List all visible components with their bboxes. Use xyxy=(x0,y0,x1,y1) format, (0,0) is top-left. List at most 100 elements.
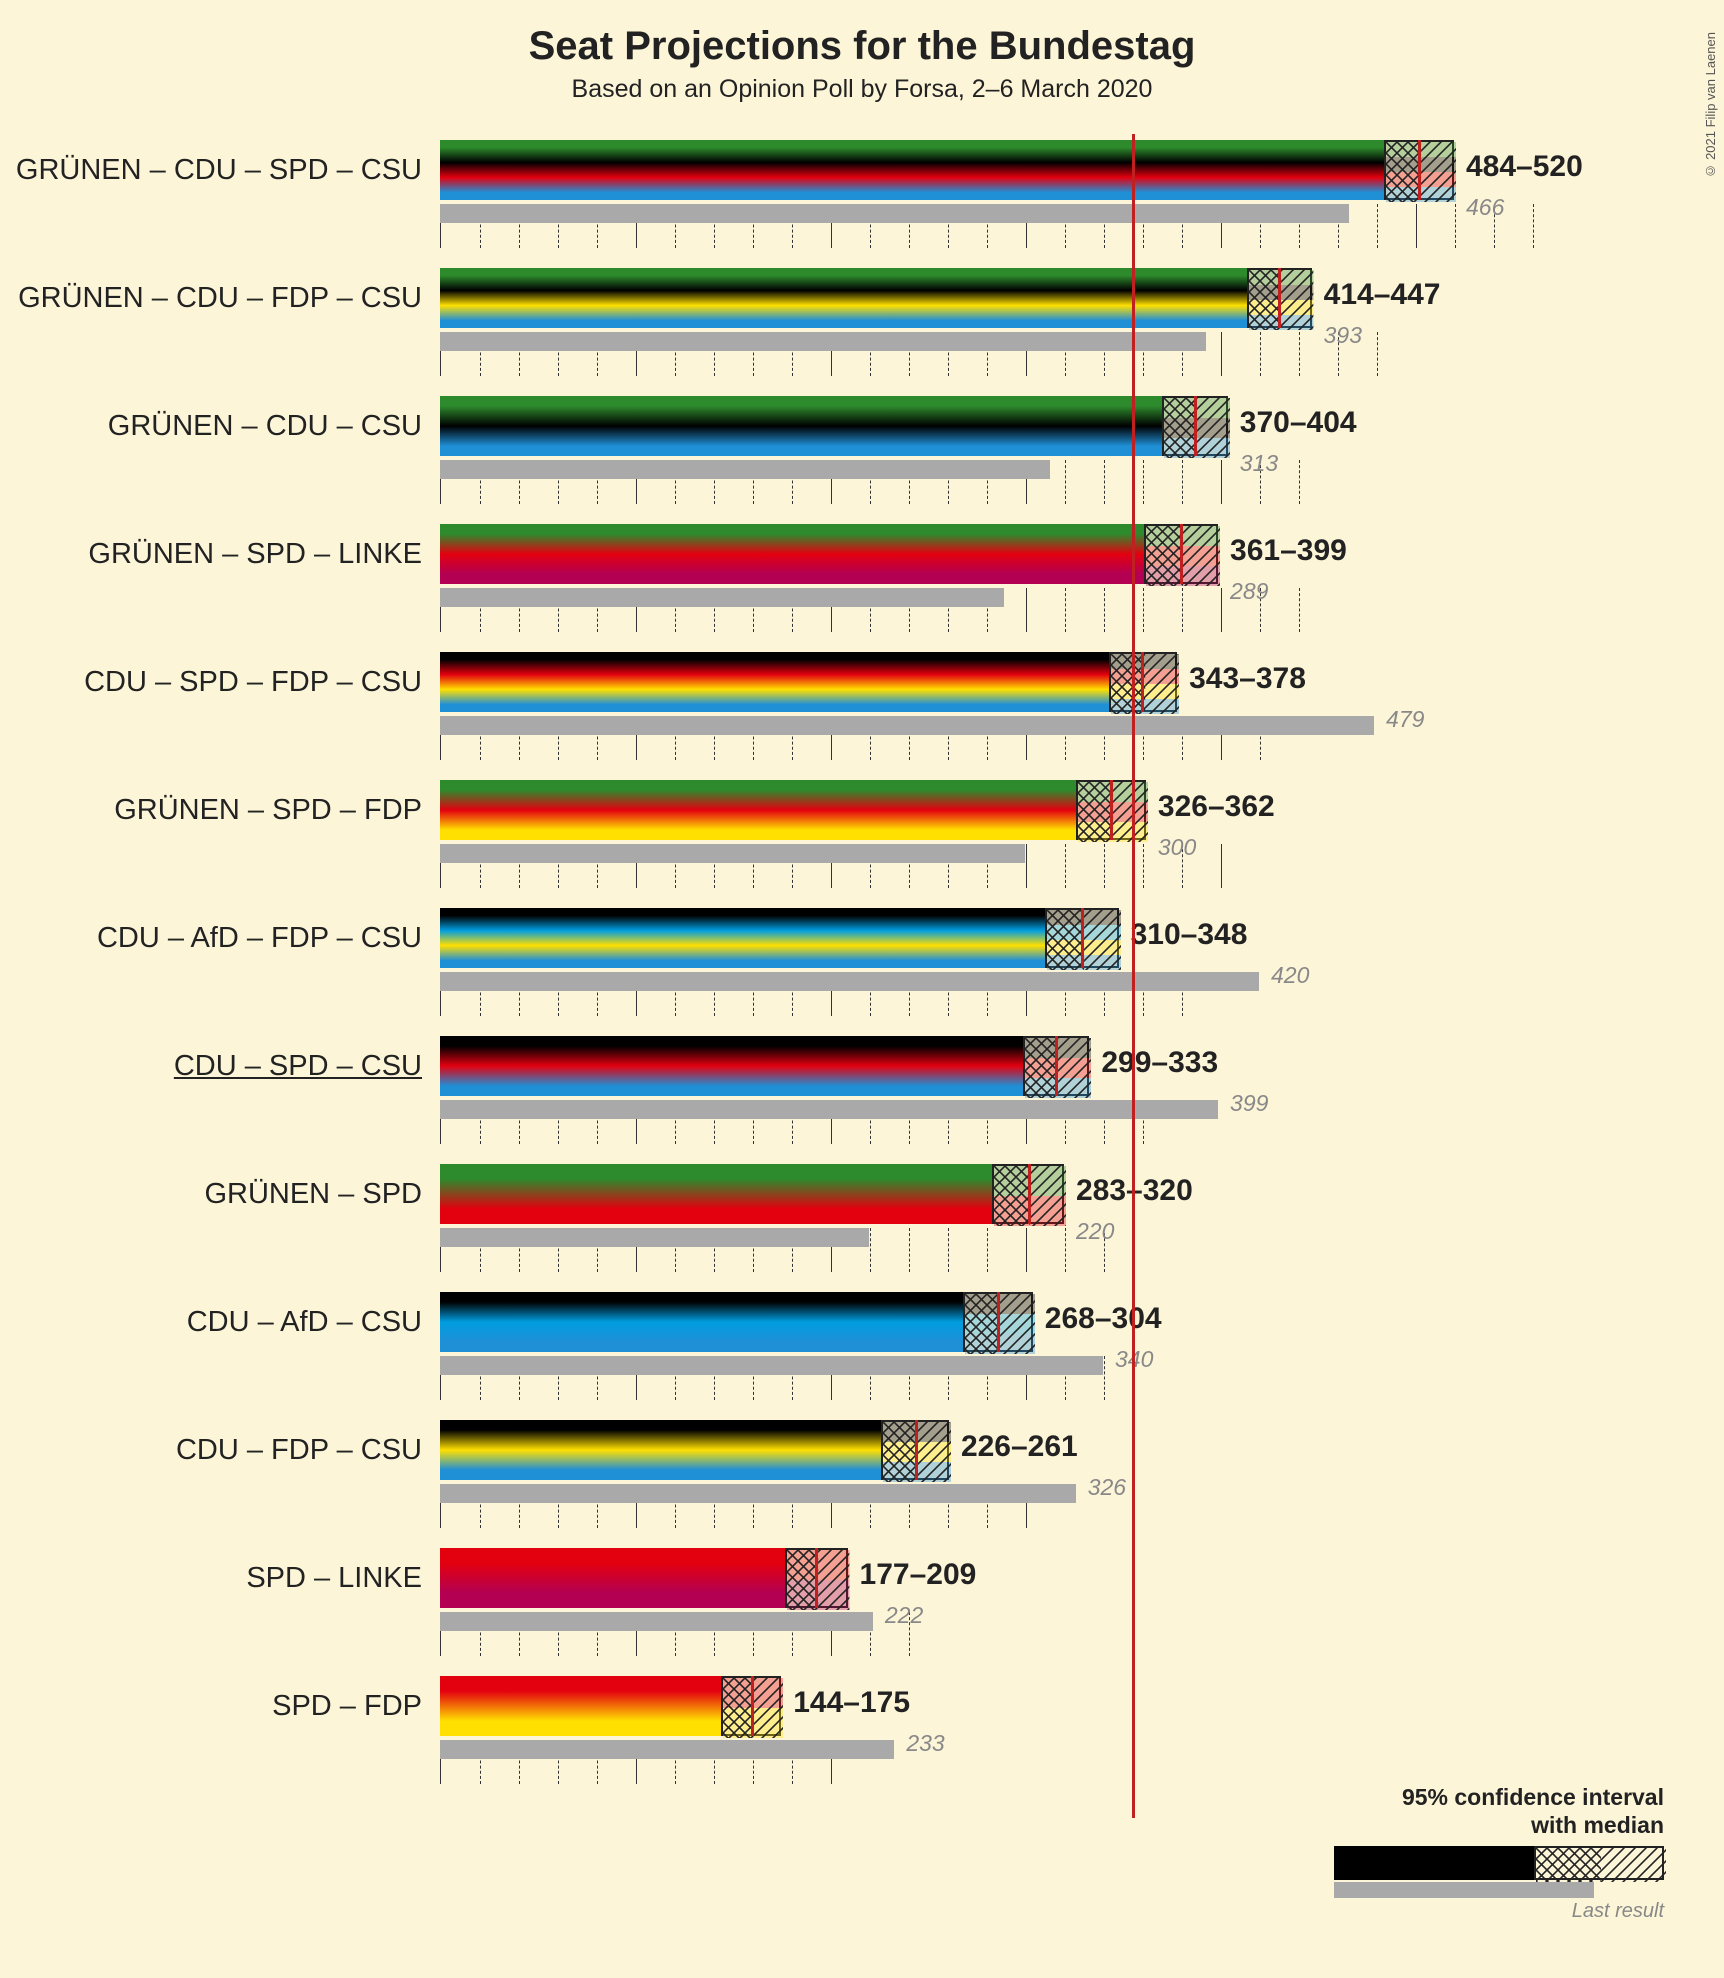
last-result-value: 233 xyxy=(906,1730,944,1757)
coalition-label: GRÜNEN – CDU – FDP – CSU xyxy=(18,282,440,315)
coalition-label: GRÜNEN – CDU – CSU xyxy=(108,410,440,443)
last-result-value: 300 xyxy=(1158,834,1196,861)
last-result-bar xyxy=(440,204,1349,223)
last-result-value: 466 xyxy=(1466,194,1504,221)
coalition-label: GRÜNEN – SPD – LINKE xyxy=(88,538,440,571)
legend: 95% confidence interval with median Last… xyxy=(1334,1783,1664,1924)
last-result-value: 220 xyxy=(1076,1218,1114,1245)
range-value: 370–404 xyxy=(1240,406,1357,440)
coalition-label: CDU – AfD – FDP – CSU xyxy=(97,922,440,955)
median-marker xyxy=(751,1676,754,1736)
legend-last-label: Last result xyxy=(1334,1900,1664,1923)
coalition-bar xyxy=(440,1164,992,1224)
coalition-row: CDU – AfD – FDP – CSU 310–348420 xyxy=(440,902,1644,1030)
last-result-value: 313 xyxy=(1240,450,1278,477)
last-result-value: 289 xyxy=(1230,578,1268,605)
coalition-label: GRÜNEN – SPD – FDP xyxy=(114,794,440,827)
last-result-value: 222 xyxy=(885,1602,923,1629)
median-marker xyxy=(1081,908,1084,968)
coalition-bar xyxy=(440,1548,785,1608)
coalition-bar xyxy=(440,396,1162,456)
coalition-label: CDU – SPD – FDP – CSU xyxy=(84,666,440,699)
coalition-bar xyxy=(440,652,1109,712)
median-marker xyxy=(1141,652,1144,712)
last-result-value: 420 xyxy=(1271,962,1309,989)
range-value: 310–348 xyxy=(1131,918,1248,952)
median-marker xyxy=(1278,268,1281,328)
coalition-row: CDU – AfD – CSU 268–304340 xyxy=(440,1286,1644,1414)
coalition-bar xyxy=(440,1036,1023,1096)
median-marker xyxy=(815,1548,818,1608)
coalition-row: GRÜNEN – SPD – FDP 326–362300 xyxy=(440,774,1644,902)
chart-title: Seat Projections for the Bundestag xyxy=(0,24,1724,69)
range-value: 361–399 xyxy=(1230,534,1347,568)
coalition-row: GRÜNEN – SPD – LINKE 361–399289 xyxy=(440,518,1644,646)
coalition-bar xyxy=(440,780,1076,840)
median-marker xyxy=(1028,1164,1031,1224)
range-value: 226–261 xyxy=(961,1430,1078,1464)
last-result-value: 399 xyxy=(1230,1090,1268,1117)
coalition-row: GRÜNEN – CDU – SPD – CSU 484–520466 xyxy=(440,134,1644,262)
range-value: 268–304 xyxy=(1045,1302,1162,1336)
legend-title: 95% confidence interval with median xyxy=(1334,1783,1664,1841)
median-marker xyxy=(915,1420,918,1480)
last-result-value: 326 xyxy=(1088,1474,1126,1501)
range-value: 299–333 xyxy=(1101,1046,1218,1080)
range-value: 326–362 xyxy=(1158,790,1275,824)
coalition-label: CDU – FDP – CSU xyxy=(176,1434,440,1467)
coalition-row: CDU – FDP – CSU 226–261326 xyxy=(440,1414,1644,1542)
last-result-bar xyxy=(440,1228,869,1247)
coalition-row: CDU – SPD – CSU 299–333399 xyxy=(440,1030,1644,1158)
coalition-bar xyxy=(440,268,1247,328)
range-value: 177–209 xyxy=(860,1558,977,1592)
coalition-row: SPD – FDP 144–175233 xyxy=(440,1670,1644,1798)
last-result-bar xyxy=(440,1740,894,1759)
last-result-bar xyxy=(440,716,1374,735)
majority-threshold-line xyxy=(1132,134,1135,1818)
last-result-value: 479 xyxy=(1386,706,1424,733)
coalition-label: GRÜNEN – CDU – SPD – CSU xyxy=(16,154,440,187)
legend-line2: with median xyxy=(1531,1812,1664,1838)
median-marker xyxy=(1418,140,1421,200)
coalition-bar xyxy=(440,1676,721,1736)
coalition-bar xyxy=(440,1292,963,1352)
coalition-row: GRÜNEN – CDU – FDP – CSU 414–447393 xyxy=(440,262,1644,390)
coalition-row: SPD – LINKE 177–209222 xyxy=(440,1542,1644,1670)
coalition-row: GRÜNEN – SPD 283–320220 xyxy=(440,1158,1644,1286)
range-value: 144–175 xyxy=(793,1686,910,1720)
last-result-bar xyxy=(440,1484,1076,1503)
coalition-label: SPD – LINKE xyxy=(246,1562,440,1595)
coalition-row: CDU – SPD – FDP – CSU 343–378479 xyxy=(440,646,1644,774)
coalition-label: SPD – FDP xyxy=(272,1690,440,1723)
median-marker xyxy=(1110,780,1113,840)
range-value: 484–520 xyxy=(1466,150,1583,184)
range-value: 343–378 xyxy=(1189,662,1306,696)
coalition-row: GRÜNEN – CDU – CSU 370–404313 xyxy=(440,390,1644,518)
last-result-bar xyxy=(440,1100,1218,1119)
last-result-bar xyxy=(440,1356,1103,1375)
coalition-label: CDU – SPD – CSU xyxy=(174,1050,440,1083)
coalition-bar xyxy=(440,1420,881,1480)
last-result-bar xyxy=(440,332,1206,351)
coalition-bar xyxy=(440,524,1144,584)
coalition-bar xyxy=(440,140,1384,200)
coalition-label: CDU – AfD – CSU xyxy=(187,1306,440,1339)
coalition-label: GRÜNEN – SPD xyxy=(204,1178,440,1211)
last-result-bar xyxy=(440,1612,873,1631)
median-marker xyxy=(1180,524,1183,584)
chart-subtitle: Based on an Opinion Poll by Forsa, 2–6 M… xyxy=(0,75,1724,104)
coalition-bar xyxy=(440,908,1045,968)
last-result-bar xyxy=(440,588,1004,607)
last-result-bar xyxy=(440,844,1025,863)
median-marker xyxy=(997,1292,1000,1352)
last-result-bar xyxy=(440,460,1050,479)
median-marker xyxy=(1055,1036,1058,1096)
last-result-value: 393 xyxy=(1324,322,1362,349)
last-result-bar xyxy=(440,972,1259,991)
legend-line1: 95% confidence interval xyxy=(1402,1784,1664,1810)
median-marker xyxy=(1194,396,1197,456)
legend-bars xyxy=(1334,1846,1664,1898)
copyright-text: © 2021 Filip van Laenen xyxy=(1703,32,1718,179)
range-value: 414–447 xyxy=(1324,278,1441,312)
chart-area: GRÜNEN – CDU – SPD – CSU 484–520466GRÜNE… xyxy=(440,134,1644,1818)
